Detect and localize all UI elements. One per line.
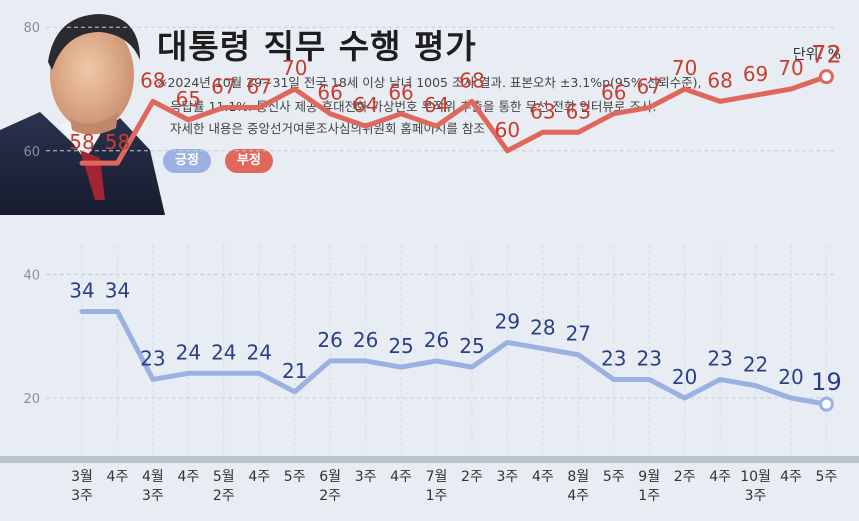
x-tick-label: 5주 (284, 469, 306, 485)
y-tick-label: 80 (23, 21, 40, 36)
x-tick-label: 9월 (638, 469, 660, 485)
x-tick-label: 3월 (71, 469, 93, 485)
positive-data-label: 25 (388, 334, 413, 358)
survey-note-line-2: 응답률 11.1%. 통신사 제공 휴대전화 가상번호 무작위 추출을 통한 무… (170, 99, 657, 114)
x-tick-label: 2주 (674, 469, 696, 485)
positive-data-label: 21 (282, 359, 307, 383)
negative-data-label: 58 (69, 130, 94, 154)
x-tick-label: 4주 (390, 469, 412, 485)
negative-data-label: 68 (707, 68, 732, 92)
positive-series-line (79, 308, 829, 407)
x-tick-label: 1주 (426, 488, 448, 504)
survey-note-line-3: 자세한 내용은 중앙선거여론조사심의위원회 홈페이지를 참조 (170, 121, 485, 136)
x-tick-label: 5월 (213, 469, 235, 485)
positive-data-label: 19 (811, 368, 842, 396)
x-tick-label: 3주 (497, 469, 519, 485)
x-tick-label: 2주 (213, 488, 235, 504)
negative-data-label: 68 (140, 68, 165, 92)
x-tick-label: 4월 (142, 469, 164, 485)
positive-data-label: 22 (743, 353, 768, 377)
positive-data-label: 34 (69, 278, 94, 302)
positive-data-label: 23 (707, 346, 732, 370)
negative-data-label: 70 (778, 56, 803, 80)
negative-data-label: 67 (247, 75, 272, 99)
negative-data-label: 64 (424, 93, 449, 117)
y-tick-label: 40 (23, 268, 40, 283)
x-tick-label: 8월 (567, 469, 589, 485)
positive-data-label: 26 (353, 328, 378, 352)
x-tick-label: 4주 (709, 469, 731, 485)
x-tick-label: 3주 (355, 469, 377, 485)
negative-data-label: 68 (459, 68, 484, 92)
x-tick-label: 5주 (603, 469, 625, 485)
x-tick-label: 5주 (816, 469, 838, 485)
negative-data-label: 64 (353, 93, 378, 117)
x-tick-label: 10월 (740, 469, 771, 485)
x-tick-label: 4주 (532, 469, 554, 485)
positive-data-label: 23 (601, 346, 626, 370)
legend-negative: 부정 (225, 149, 273, 173)
positive-data-label: 28 (530, 316, 555, 340)
positive-data-label: 23 (636, 346, 661, 370)
y-tick-label: 20 (23, 392, 40, 407)
negative-data-label: 66 (317, 81, 342, 105)
y-tick-label: 60 (23, 145, 40, 160)
negative-data-label: 69 (743, 62, 768, 86)
negative-data-label: 67 (211, 75, 236, 99)
x-tick-label: 2주 (319, 488, 341, 504)
positive-data-label: 26 (317, 328, 342, 352)
negative-data-label: 63 (530, 99, 555, 123)
x-axis-band (0, 456, 859, 463)
negative-series-line (79, 74, 829, 166)
x-tick-label: 4주 (177, 469, 199, 485)
negative-data-label: 67 (636, 75, 661, 99)
positive-data-label: 23 (140, 346, 165, 370)
positive-data-label: 24 (247, 340, 272, 364)
x-tick-label: 4주 (248, 469, 270, 485)
x-tick-label: 3주 (142, 488, 164, 504)
x-tick-label: 1주 (638, 488, 660, 504)
survey-note-line-1: ※2024년 10월 29~31일 전국 18세 이상 남녀 1005 조사 결… (157, 75, 702, 90)
x-tick-label: 3주 (745, 488, 767, 504)
positive-data-label: 29 (495, 309, 520, 333)
negative-data-label: 66 (601, 81, 626, 105)
x-tick-label: 2주 (461, 469, 483, 485)
negative-data-label: 60 (495, 118, 520, 142)
positive-data-label: 26 (424, 328, 449, 352)
positive-data-label: 27 (566, 322, 591, 346)
negative-data-label: 58 (105, 130, 130, 154)
x-tick-label: 6월 (319, 469, 341, 485)
x-tick-label: 7월 (426, 469, 448, 485)
negative-data-label: 70 (282, 56, 307, 80)
negative-data-label: 65 (176, 87, 201, 111)
x-tick-label: 4주 (780, 469, 802, 485)
negative-data-label: 63 (566, 99, 591, 123)
negative-data-label: 66 (388, 81, 413, 105)
negative-last-point (818, 69, 834, 85)
positive-data-label: 20 (672, 365, 697, 389)
legend-positive: 긍정 (163, 149, 211, 173)
positive-data-label: 25 (459, 334, 484, 358)
positive-data-label: 34 (105, 278, 130, 302)
x-tick-label: 3주 (71, 488, 93, 504)
negative-data-label: 70 (672, 56, 697, 80)
positive-data-label: 24 (211, 340, 236, 364)
x-tick-label: 4주 (107, 469, 129, 485)
negative-data-label: 72 (811, 41, 842, 69)
positive-last-point (818, 396, 834, 412)
chart-title: 대통령 직무 수행 평가 (157, 27, 477, 66)
positive-data-label: 24 (176, 340, 201, 364)
unit-label: 단위: % (792, 47, 841, 63)
positive-data-label: 20 (778, 365, 803, 389)
x-tick-label: 4주 (567, 488, 589, 504)
